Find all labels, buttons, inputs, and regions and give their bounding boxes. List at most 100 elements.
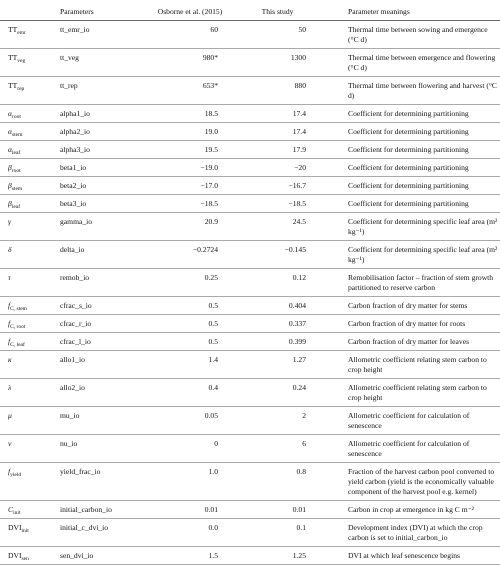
symbol-cell: DVIinit [0,519,56,547]
symbol-subscript: sen [21,555,29,562]
osborne-value: 0.5 [208,336,219,346]
table-row: τ remob_io 0.25 0.12 Remobilisation factor –… [0,269,500,297]
parameter-cell: yield_frac_io [60,466,101,476]
table-row: αroot alpha1_io 18.5 17.4 Coefficient for de… [0,105,500,123]
meaning-cell: Coefficient for determining partitioning [348,180,469,190]
table-row: fyield yield_frac_io 1.0 0.8 Fraction of the… [0,463,500,501]
symbol-cell: βroot [0,159,56,177]
study-value: 0.12 [292,272,306,282]
symbol: β [8,180,12,190]
header-cell: Osborne et al. (2015) [157,6,223,16]
table-row: TTveg tt_veg 980* 1300 Thermal time between … [0,49,500,77]
meaning-cell: Coefficient for determining partitioning [348,198,469,208]
table-row: γ gamma_io 20.9 24.5 Coefficient for determi… [0,213,500,241]
symbol: β [8,198,12,208]
symbol-cell: γ [0,213,56,241]
symbol: α [8,144,12,154]
symbol: λ [8,382,12,392]
study-value: 6 [302,438,306,448]
table-row: ν nu_io 0 6 Allometric coefficient for calcu… [0,435,500,463]
table-row: βstem beta2_io −17.0 −16.7 Coefficient for d… [0,177,500,195]
symbol: f [8,300,11,310]
parameter-cell: beta3_io [60,198,87,208]
symbol-subscript: leaf [11,203,21,210]
parameter-cell: tt_veg [60,52,79,62]
parameter-cell: cfrac_s_io [60,300,92,310]
meaning-cell: Thermal time between emergence and flowe… [348,52,496,72]
symbol-subscript: C, leaf [10,341,25,348]
symbol-cell: μ [0,407,56,435]
parameter-cell: gamma_io [60,216,93,226]
symbol-subscript: veg [17,57,26,64]
meaning-cell: Allometric coefficient relating stem car… [348,354,487,374]
osborne-value: 20.9 [204,216,218,226]
symbol: f [8,466,11,476]
meaning-cell: Carbon in crop at emergence in kg C m⁻² [348,504,474,514]
table-row: fC, root cfrac_r_io 0.5 0.337 Carbon fractio… [0,315,500,333]
table-row: TTemr tt_emr_io 60 50 Thermal time between s… [0,21,500,49]
study-value: 0.399 [288,336,306,346]
meaning-cell: Fraction of the harvest carbon pool conv… [348,466,495,496]
symbol: TT [8,24,18,34]
symbol: κ [8,354,12,364]
symbol-cell: fC, root [0,315,56,333]
meaning-cell: Thermal time between flowering and harve… [348,80,497,100]
parameter-cell: cfrac_r_io [60,318,92,328]
symbol: f [8,318,11,328]
header-cell: Parameter meanings [348,6,410,16]
parameter-cell: delta_io [60,244,85,254]
parameter-cell: beta1_io [60,162,87,172]
study-value: −18.5 [288,198,306,208]
symbol: τ [8,272,11,282]
study-value: 2 [302,410,306,420]
table-row: βleaf beta3_io −18.5 −18.5 Coefficient for d… [0,195,500,213]
table-row: TTrep tt_rep 653* 880 Thermal time between f… [0,77,500,105]
study-value: 1.25 [292,550,306,560]
meaning-cell: Remobilisation factor – fraction of stem… [348,272,494,292]
symbol-cell: fC, leaf [0,333,56,351]
symbol-subscript: root [11,167,21,174]
osborne-value: 0.4 [208,382,219,392]
symbol-cell: DVIsen [0,547,56,565]
table-row: DVIsen sen_dvi_io 1.5 1.25 DVI at which leaf… [0,547,500,565]
osborne-value: 0.5 [208,318,219,328]
symbol: DVI [8,550,22,560]
table-row: λ allo2_io 0.4 0.24 Allometric coefficient r… [0,379,500,407]
osborne-value: 0 [214,438,218,448]
symbol-subscript: stem [11,185,23,192]
symbol-cell: TTrep [0,77,56,105]
study-value: −0.145 [284,244,306,254]
osborne-value: 19.5 [204,144,218,154]
symbol-subscript: root [12,113,21,120]
symbol-cell: λ [0,379,56,407]
study-value: 0.337 [288,318,306,328]
parameter-cell: alpha3_io [60,144,90,154]
symbol-cell: δ [0,241,56,269]
meaning-cell: Coefficient for determining partitioning [348,144,469,154]
parameter-cell: alpha2_io [60,126,90,136]
table-row: δ delta_io −0.2724 −0.145 Coefficient for de… [0,241,500,269]
meaning-cell: Allometric coefficient for calculation o… [348,438,470,458]
symbol: ν [8,438,12,448]
meaning-cell: Coefficient for determining partitioning [348,108,469,118]
symbol-cell: fyield [0,463,56,501]
study-value: 0.404 [288,300,306,310]
table-body: TTemr tt_emr_io 60 50 Thermal time between s… [0,21,500,565]
table-row: μ mu_io 0.05 2 Allometric coefficient for ca… [0,407,500,435]
osborne-value: −17.0 [200,180,218,190]
symbol: α [8,126,12,136]
symbol: μ [8,410,12,420]
osborne-value: 0.5 [208,300,219,310]
table-header: Parameters Osborne et al. (2015) This st… [0,3,500,21]
symbol: δ [8,244,12,254]
study-value: 1300 [290,52,306,62]
osborne-value: 0.01 [204,504,218,514]
study-value: −20 [294,162,306,172]
symbol-cell: αstem [0,123,56,141]
study-value: 0.8 [296,466,307,476]
table-row: DVIinit initial_c_dvi_io 0.0 0.1 Development… [0,519,500,547]
header-cell: This study [261,6,294,16]
parameter-table: Parameters Osborne et al. (2015) This st… [0,3,500,565]
study-value: 880 [294,80,306,90]
symbol-cell: βleaf [0,195,56,213]
